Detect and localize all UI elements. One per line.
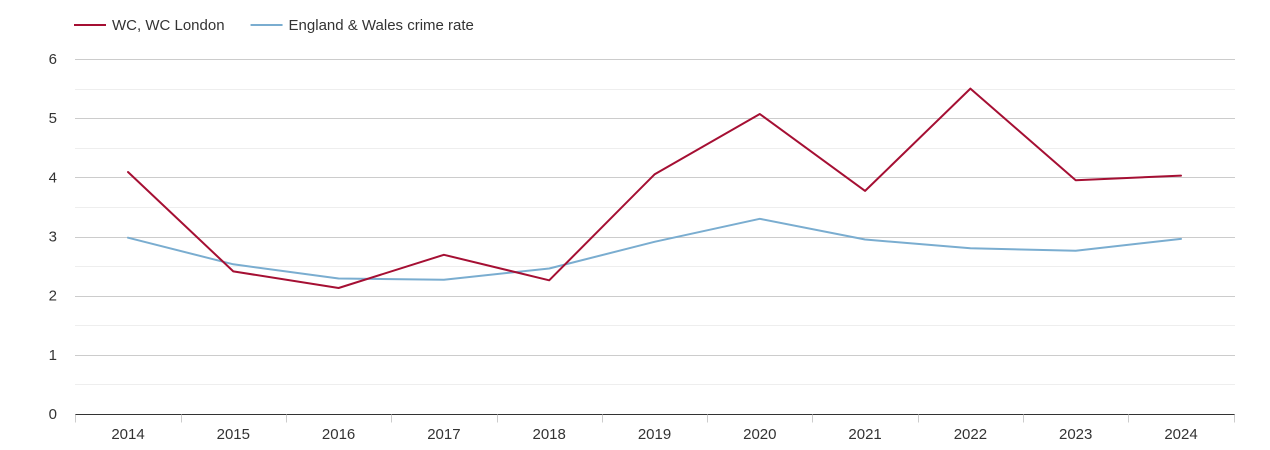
series-line-2 [127,217,1182,281]
x-tick-label: 2017 [427,426,460,443]
legend-label-2: England & Wales crime rate [289,17,474,34]
y-tick-label: 2 [49,288,57,305]
x-tick-label: 2016 [322,426,355,443]
x-tick-label: 2019 [638,426,671,443]
y-tick-label: 4 [49,169,57,186]
x-axis: 2014 2015 2016 2017 2018 2019 2020 2021 2022 2023… [75,414,1235,443]
y-tick-label: 3 [49,229,57,246]
legend: WC, WC London England & Wales crime rate [74,17,474,34]
y-tick-label: 0 [49,406,57,423]
legend-label-1: WC, WC London [112,17,225,34]
y-axis-ticks: 0 1 2 3 4 5 6 [49,51,57,423]
x-tick-label: 2020 [743,426,776,443]
grid-lines [75,59,1235,385]
x-tick-label: 2014 [111,426,144,443]
x-tick-label: 2015 [217,426,250,443]
y-tick-label: 1 [49,347,57,364]
series-lines [127,87,1182,289]
x-tick-label: 2021 [848,426,881,443]
x-tick-label: 2023 [1059,426,1092,443]
y-tick-label: 5 [49,110,57,127]
y-tick-label: 6 [49,51,57,68]
x-tick-label: 2022 [954,426,987,443]
series-line-1 [127,87,1182,289]
x-tick-label: 2024 [1164,426,1197,443]
x-tick-label: 2018 [533,426,566,443]
